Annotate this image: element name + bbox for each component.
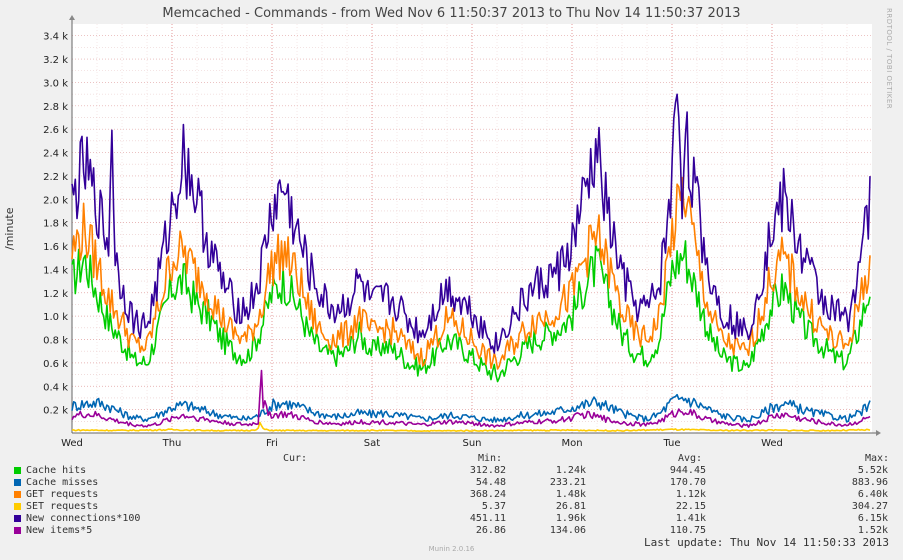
legend-value-min: 26.86 [475,525,506,536]
series-line [71,93,871,354]
y-tick-label: 2.0 k [43,195,68,206]
x-tick-label: Thu [162,438,182,449]
legend-header-min: Min: [478,453,503,464]
y-tick-label: 3.4 k [43,32,68,43]
series-line [71,369,871,428]
legend-value-min: 368.24 [469,489,506,500]
legend-swatch [14,503,21,510]
y-tick-label: 1.6 k [43,242,68,253]
legend-series-name: New connections*100 [26,513,141,524]
y-tick-label: 2.6 k [43,125,68,136]
y-tick-label: 2.4 k [43,149,68,160]
legend-value-max: 1.52k [857,525,888,536]
y-tick-label: 1.2 k [43,289,68,300]
legend-value-max: 5.52k [857,465,888,476]
series-line [71,421,871,433]
legend-value-cur: 26.81 [555,501,586,512]
legend-value-cur: 1.48k [555,489,586,500]
y-tick-label: 0.2 k [43,406,68,417]
legend-swatch [14,515,21,522]
legend-value-min: 54.48 [475,477,506,488]
legend-value-avg: 944.45 [669,465,706,476]
legend-value-min: 451.11 [469,513,506,524]
legend-value-cur: 233.21 [549,477,586,488]
y-tick-label: 2.8 k [43,102,68,113]
legend-header-max: Max: [865,453,890,464]
series-line [71,393,871,424]
legend-value-avg: 1.41k [675,513,706,524]
x-tick-label: Sun [462,438,481,449]
y-tick-label: 1.4 k [43,265,68,276]
chart-title: Memcached - Commands - from Wed Nov 6 11… [162,6,741,21]
legend-value-min: 312.82 [469,465,506,476]
legend-value-avg: 170.70 [669,477,706,488]
legend-series-name: GET requests [26,489,99,500]
munin-brand: Munin 2.0.16 [428,545,475,553]
x-tick-label: Mon [561,438,582,449]
legend-value-min: 5.37 [481,501,506,512]
legend-value-avg: 110.75 [669,525,706,536]
legend-header-cur: Cur: [283,453,308,464]
x-axis-arrow [876,430,881,436]
y-tick-label: 2.2 k [43,172,68,183]
legend-value-max: 304.27 [851,501,888,512]
y-tick-label: 3.0 k [43,78,68,89]
legend-value-cur: 1.96k [555,513,586,524]
x-tick-label: Wed [61,438,83,449]
legend-series-name: Cache hits [26,465,87,476]
y-tick-label: 0.6 k [43,359,68,370]
legend-value-max: 6.40k [857,489,888,500]
legend-value-max: 6.15k [857,513,888,524]
last-update: Last update: Thu Nov 14 11:50:33 2013 [643,536,889,549]
x-tick-label: Sat [364,438,380,449]
x-tick-label: Wed [761,438,783,449]
legend-value-max: 883.96 [851,477,888,488]
legend-value-avg: 22.15 [675,501,706,512]
legend-swatch [14,467,21,474]
legend-series-name: SET requests [26,501,99,512]
legend-header-avg: Avg: [678,453,703,464]
legend-swatch [14,491,21,498]
legend-value-cur: 134.06 [549,525,586,536]
y-tick-label: 0.4 k [43,382,68,393]
y-tick-label: 1.8 k [43,219,68,230]
y-tick-label: 1.0 k [43,312,68,323]
y-tick-label: 0.8 k [43,336,68,347]
series-line [71,176,871,370]
x-tick-label: Fri [266,438,278,449]
x-tick-label: Tue [662,438,680,449]
legend-swatch [14,527,21,534]
legend-value-cur: 1.24k [555,465,586,476]
y-tick-label: 3.2 k [43,55,68,66]
legend-series-name: New items*5 [26,525,93,536]
y-axis-arrow [69,15,75,20]
legend-value-avg: 1.12k [675,489,706,500]
legend-series-name: Cache misses [26,477,99,488]
legend-swatch [14,479,21,486]
